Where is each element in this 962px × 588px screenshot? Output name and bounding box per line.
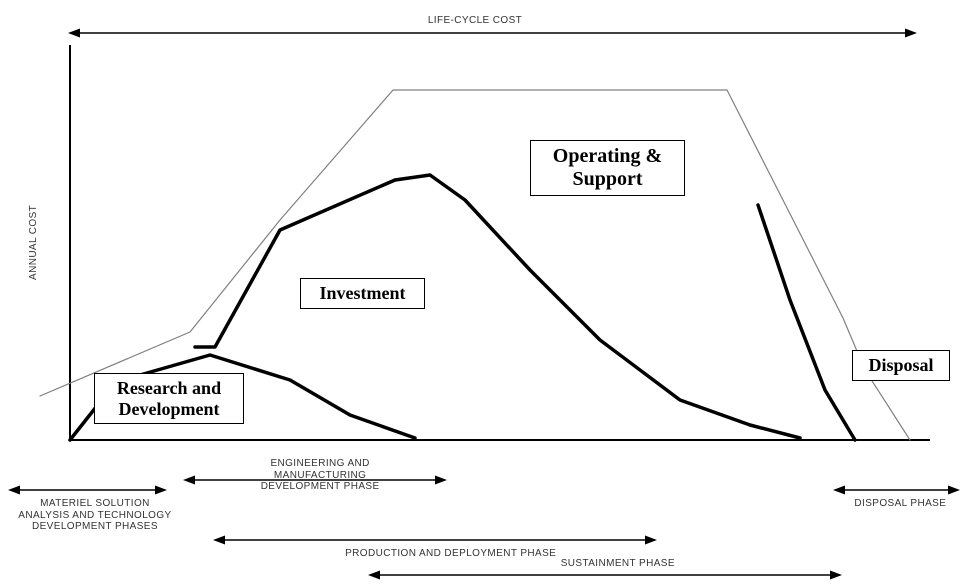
phase-label-disp: DISPOSAL PHASE (854, 498, 946, 510)
phase-label-materiel: MATERIEL SOLUTIONANALYSIS AND TECHNOLOGY… (18, 498, 171, 533)
disposal-label-line1: Disposal (868, 355, 933, 375)
phase-label-emd-line2: MANUFACTURING (274, 470, 366, 481)
y-axis-label: ANNUAL COST (28, 205, 39, 280)
phase-label-disp-line1: DISPOSAL PHASE (854, 498, 946, 509)
phase-label-prod-line1: PRODUCTION AND DEPLOYMENT PHASE (345, 548, 556, 559)
rd-label-box: Research andDevelopment (94, 373, 244, 424)
phase-label-materiel-line1: MATERIEL SOLUTION (40, 498, 150, 509)
rd-label-line1: Research and (117, 378, 221, 398)
disposal-label-box: Disposal (852, 350, 950, 381)
os-label-line2: Support (572, 168, 642, 190)
life-cycle-cost-diagram: { "diagram": { "type": "area-curve-schem… (0, 0, 962, 588)
phase-label-sustain: SUSTAINMENT PHASE (561, 558, 675, 570)
phase-label-materiel-line2: ANALYSIS AND TECHNOLOGY (18, 510, 171, 521)
phase-label-emd-line3: DEVELOPMENT PHASE (261, 481, 380, 492)
phase-label-emd: ENGINEERING ANDMANUFACTURINGDEVELOPMENT … (261, 458, 380, 493)
os-label-box: Operating &Support (530, 140, 685, 196)
phase-label-materiel-line3: DEVELOPMENT PHASES (32, 521, 158, 532)
phase-label-emd-line1: ENGINEERING AND (270, 458, 369, 469)
phase-label-sustain-line1: SUSTAINMENT PHASE (561, 558, 675, 569)
investment-label-line1: Investment (320, 283, 406, 303)
life-cycle-cost-label: LIFE-CYCLE COST (405, 15, 545, 26)
os-label-line1: Operating & (553, 145, 662, 167)
investment-label-box: Investment (300, 278, 425, 309)
phase-label-prod: PRODUCTION AND DEPLOYMENT PHASE (345, 548, 556, 560)
rd-label-line2: Development (119, 399, 220, 419)
